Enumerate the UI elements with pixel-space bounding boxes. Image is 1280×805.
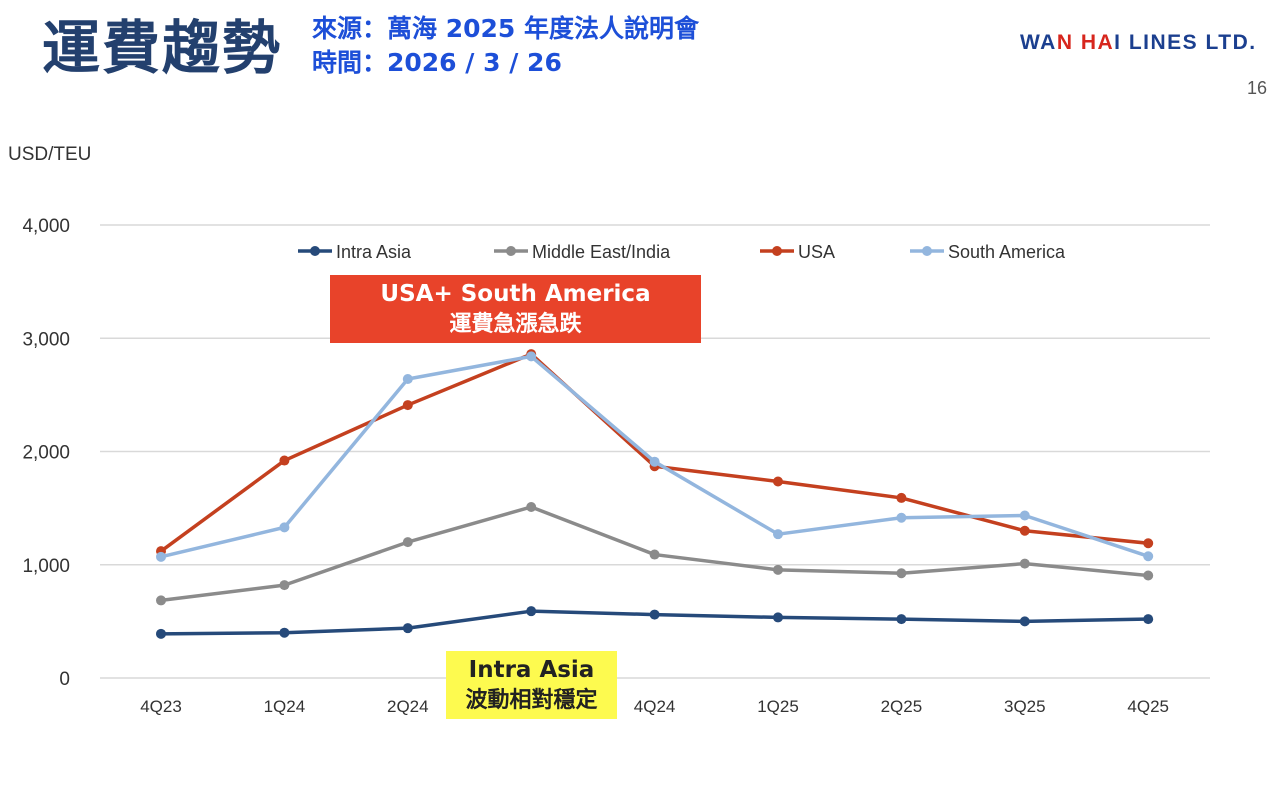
series-point-3	[1019, 510, 1030, 521]
x-tick-label: 1Q24	[264, 697, 306, 716]
series-point-0	[402, 623, 413, 634]
series-point-1	[773, 564, 783, 575]
source-info: 來源：萬海 2025 年度法人說明會 時間：2026 / 3 / 26	[312, 12, 699, 80]
y-tick-label: 4,000	[22, 216, 70, 237]
series-point-2	[1019, 525, 1030, 536]
series-point-1	[1019, 558, 1030, 569]
date-line: 時間：2026 / 3 / 26	[312, 48, 562, 77]
callout-intra-asia: Intra Asia 波動相對穩定	[446, 651, 617, 719]
y-tick-label: 2,000	[22, 443, 70, 464]
series-point-3	[896, 512, 907, 523]
page-title: 運費趨勢	[42, 14, 283, 82]
x-tick-label: 4Q23	[140, 697, 182, 716]
y-tick-label: 1,000	[22, 556, 70, 577]
series-line-2	[159, 352, 1149, 553]
y-tick-label: 0	[59, 669, 70, 690]
series-point-3	[402, 374, 413, 385]
x-tick-label: 2Q25	[881, 697, 923, 716]
legend-label: Middle East/India	[532, 242, 671, 262]
series-point-0	[1143, 614, 1154, 625]
page-number: 16	[1247, 78, 1268, 98]
callout-red-line2: 運費急漲急跌	[449, 312, 582, 337]
series-point-3	[526, 351, 537, 362]
legend-label: Intra Asia	[336, 242, 412, 262]
series-point-0	[649, 609, 660, 620]
legend-swatch-marker	[922, 246, 932, 256]
legend-swatch-marker	[506, 246, 516, 256]
series-point-0	[526, 606, 537, 617]
x-tick-label: 4Q24	[634, 697, 676, 716]
legend-swatch-marker	[772, 246, 782, 256]
x-tick-label: 3Q25	[1004, 697, 1046, 716]
source-line: 來源：萬海 2025 年度法人說明會	[312, 14, 699, 43]
series-point-2	[1143, 538, 1154, 549]
x-tick-label: 2Q24	[387, 697, 429, 716]
series-point-1	[649, 549, 660, 560]
callout-red-line1: USA+ South America	[380, 281, 651, 307]
company-logo: WAN HAI LINES LTD.	[1020, 31, 1257, 54]
series-point-0	[896, 614, 907, 625]
series-point-0	[279, 627, 290, 638]
series-point-3	[1143, 551, 1154, 562]
series-point-2	[896, 492, 907, 503]
series-point-1	[279, 580, 290, 591]
series-point-1	[1143, 570, 1154, 581]
series-point-0	[1019, 616, 1030, 627]
series-point-3	[279, 522, 290, 533]
callout-usa-south-america: USA+ South America 運費急漲急跌	[330, 275, 701, 343]
y-axis-title: USD/TEU	[8, 144, 91, 165]
legend-label: USA	[798, 242, 835, 262]
series-point-3	[156, 551, 166, 562]
legend-label: South America	[948, 242, 1066, 262]
series-point-3	[649, 456, 660, 467]
series-point-2	[279, 455, 290, 466]
y-tick-label: 3,000	[22, 329, 70, 350]
callout-yellow-line2: 波動相對穩定	[465, 688, 598, 713]
series-point-1	[896, 568, 907, 579]
series-point-0	[156, 628, 166, 639]
callout-yellow-line1: Intra Asia	[468, 657, 595, 683]
series-point-3	[773, 529, 783, 540]
x-tick-label: 4Q25	[1127, 697, 1169, 716]
series-point-1	[526, 501, 537, 512]
series-point-1	[156, 595, 166, 606]
series-point-2	[402, 400, 413, 411]
series-point-0	[773, 612, 783, 623]
legend-swatch-marker	[310, 246, 320, 256]
series-point-2	[773, 476, 783, 487]
series-point-1	[402, 537, 413, 548]
series-line-3	[160, 354, 1149, 559]
x-tick-label: 1Q25	[757, 697, 799, 716]
